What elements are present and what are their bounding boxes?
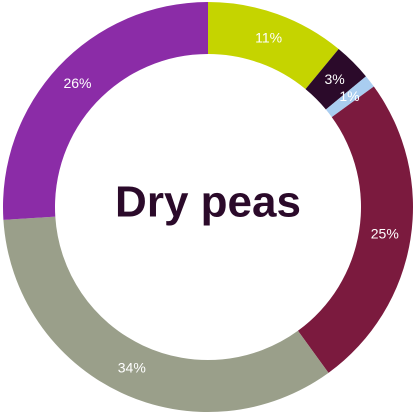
donut [2, 2, 413, 412]
donut-segment [208, 2, 339, 90]
donut-segment [297, 86, 413, 373]
data-label: 34% [118, 360, 146, 376]
data-label: 25% [371, 226, 399, 242]
donut-segment [2, 2, 208, 220]
data-label: 3% [324, 71, 344, 87]
data-label: 1% [339, 88, 359, 104]
donut-segment [305, 49, 366, 110]
data-label: 26% [63, 75, 91, 91]
donut-segment [3, 216, 329, 412]
chart-title: Dry peas [115, 178, 301, 227]
donut-segment [325, 76, 374, 118]
data-label: 11% [255, 29, 282, 45]
